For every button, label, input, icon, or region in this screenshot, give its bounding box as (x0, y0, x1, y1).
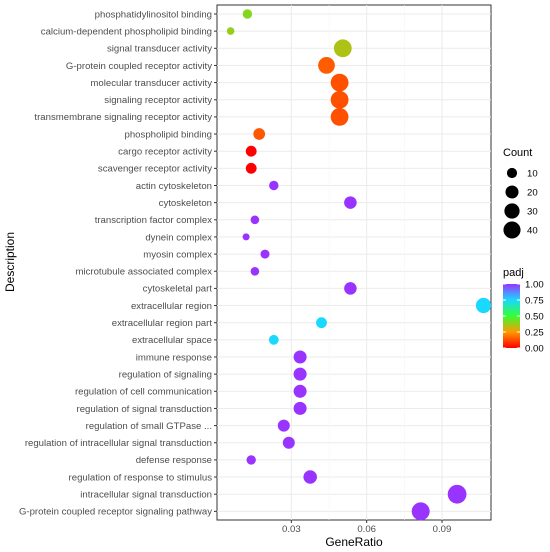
data-point (277, 419, 290, 432)
y-tick-label: molecular transducer activity (90, 78, 212, 89)
y-tick-label: signal transducer activity (107, 44, 212, 55)
data-point (293, 350, 307, 364)
count-legend-key (504, 203, 520, 219)
data-point (282, 436, 295, 449)
y-tick-label: cytoskeletal part (143, 284, 213, 295)
data-point (269, 180, 279, 191)
y-tick-label: scavenger receptor activity (98, 164, 212, 175)
y-tick-label: extracellular region (131, 301, 212, 312)
data-point (303, 470, 317, 484)
data-point (411, 502, 430, 521)
y-tick-label: regulation of cell communication (75, 387, 212, 398)
data-point (344, 196, 357, 209)
y-tick-label: regulation of response to stimulus (69, 472, 213, 483)
data-point (242, 9, 253, 19)
y-tick-label: transcription factor complex (95, 215, 213, 226)
data-point (447, 484, 467, 504)
y-tick-label: cytoskeleton (159, 198, 212, 209)
y-tick-label: calcium-dependent phospholipid binding (41, 26, 212, 37)
x-axis-title: GeneRatio (325, 535, 383, 549)
data-point (293, 401, 307, 415)
y-axis-title: Description (3, 232, 17, 292)
data-point (245, 145, 257, 157)
y-tick-label: phospholipid binding (125, 129, 212, 140)
padj-legend-label: 0.50 (525, 311, 544, 322)
data-point (268, 334, 279, 345)
data-point (316, 317, 327, 329)
data-point (293, 384, 307, 398)
y-tick-labels: phosphatidylinositol binding calcium-depe… (19, 9, 217, 518)
padj-legend: padj 1.00 0.75 0.50 0.25 0.00 (503, 267, 544, 354)
data-point (246, 455, 256, 465)
data-point (260, 249, 270, 259)
y-tick-label: intracellular signal transduction (80, 490, 212, 501)
gridlines (217, 5, 491, 520)
count-legend-key (506, 167, 518, 179)
data-point (245, 162, 257, 174)
data-point (318, 57, 335, 74)
y-tick-label: actin cytoskeleton (136, 181, 212, 192)
data-point (333, 39, 352, 58)
x-ticks: 0.03 0.06 0.09 (282, 520, 451, 535)
data-point (330, 73, 349, 92)
data-point (330, 108, 349, 126)
y-tick-label: regulation of signal transduction (77, 404, 212, 415)
data-point (250, 267, 260, 276)
x-tick-label: 0.03 (282, 524, 301, 535)
y-tick-label: signaling receptor activity (104, 95, 212, 106)
data-point (475, 297, 492, 314)
y-tick-label: cargo receptor activity (118, 147, 212, 158)
y-tick-label: dynein complex (145, 232, 212, 243)
data-point (250, 215, 260, 225)
data-point (293, 367, 307, 381)
y-tick-label: immune response (136, 352, 212, 363)
data-point (330, 90, 349, 109)
count-legend-title: Count (503, 147, 532, 159)
padj-colorbar (503, 284, 520, 348)
y-tick-label: extracellular region part (112, 318, 213, 329)
padj-legend-label: 0.25 (525, 327, 544, 338)
y-tick-label: transmembrane signaling receptor activit… (34, 112, 212, 123)
plot-panel (216, 4, 492, 521)
data-point (344, 282, 357, 295)
y-tick-label: G-protein coupled receptor activity (66, 61, 212, 72)
count-legend: Count 10 20 30 40 (503, 147, 538, 239)
y-tick-label: extracellular space (132, 335, 212, 346)
y-tick-label: regulation of signaling (119, 369, 212, 380)
x-tick-label: 0.06 (357, 524, 376, 535)
count-legend-key (503, 221, 521, 239)
y-tick-label: myosin complex (143, 249, 212, 260)
padj-legend-label: 0.75 (525, 295, 544, 306)
data-point (226, 27, 235, 35)
padj-legend-title: padj (503, 267, 524, 279)
x-tick-label: 0.09 (433, 524, 452, 535)
count-legend-label: 10 (527, 168, 538, 179)
y-tick-label: defense response (136, 455, 212, 466)
count-legend-label: 40 (527, 225, 538, 236)
y-tick-label: regulation of small GTPase ... (86, 421, 212, 432)
count-legend-label: 30 (527, 206, 538, 217)
y-tick-label: phosphatidylinositol binding (95, 9, 212, 20)
count-legend-label: 20 (527, 187, 538, 198)
points (226, 9, 492, 521)
y-tick-label: regulation of intracellular signal trans… (25, 438, 212, 449)
data-point (242, 233, 250, 241)
padj-legend-label: 1.00 (525, 279, 544, 290)
count-legend-key (505, 185, 519, 199)
y-tick-label: G-protein coupled receptor signaling pat… (19, 507, 212, 518)
padj-legend-label: 0.00 (525, 343, 544, 354)
y-tick-label: microtubule associated complex (75, 267, 212, 278)
data-point (253, 128, 266, 140)
